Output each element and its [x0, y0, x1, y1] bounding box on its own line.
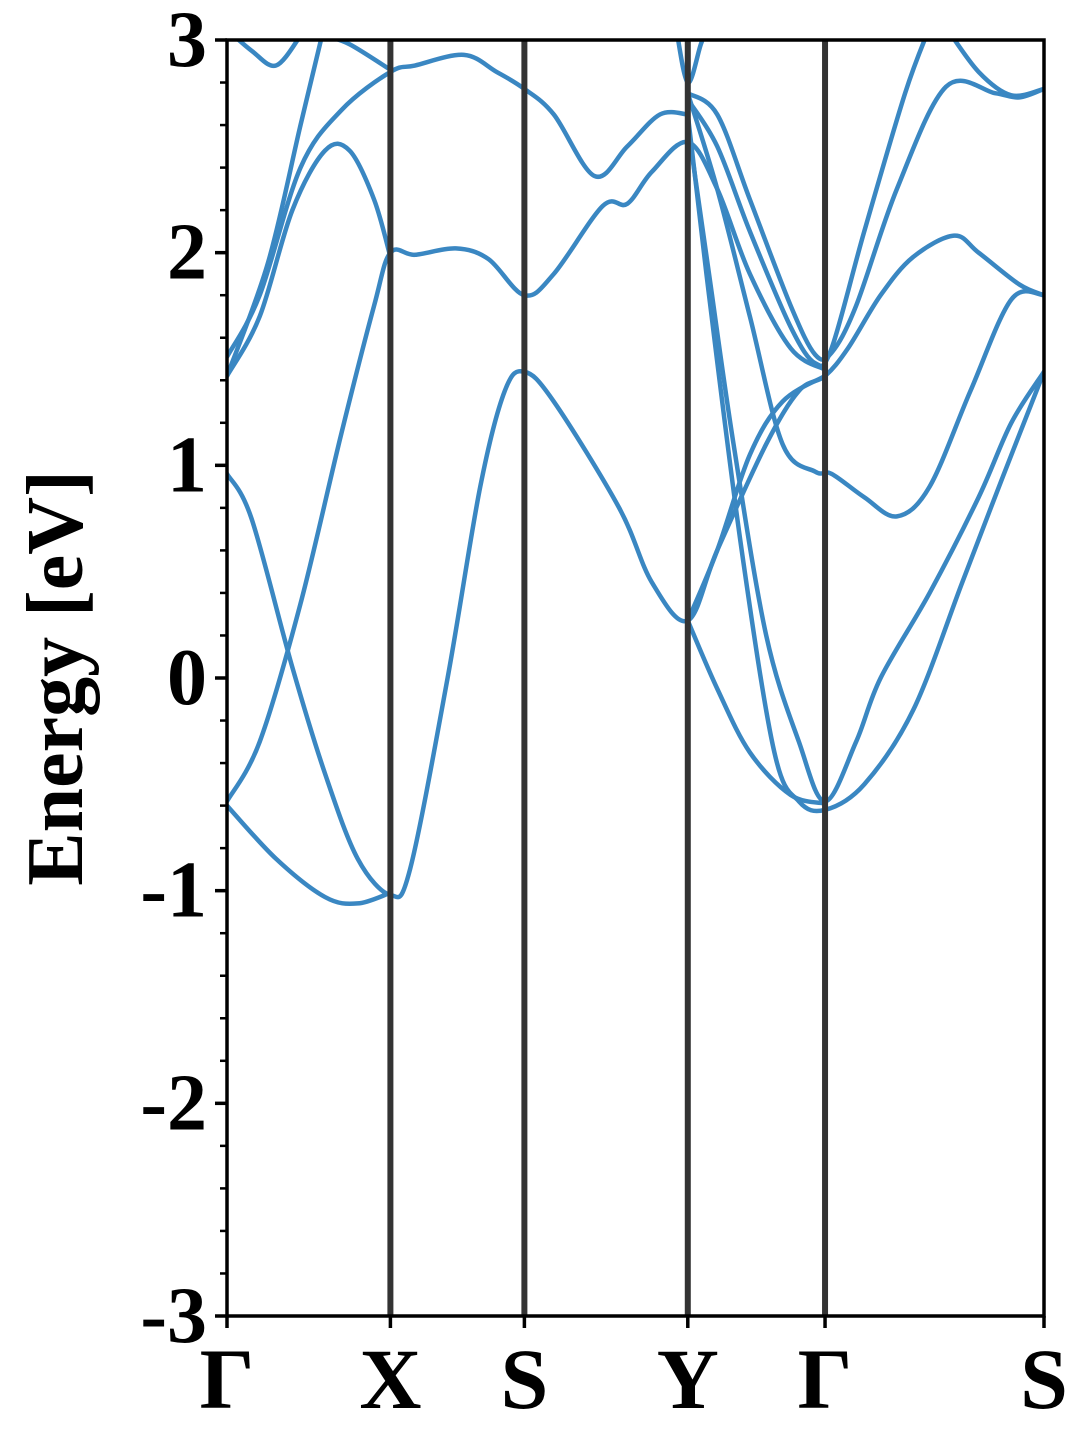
- y-tick-label: 0: [167, 634, 207, 722]
- band-line-6: [235, 40, 301, 69]
- band-line-15: [685, 618, 828, 806]
- band-line-16: [685, 90, 1044, 519]
- y-tick-label: 3: [167, 0, 207, 84]
- band-lines: [227, 40, 1044, 907]
- band-line-7: [227, 40, 324, 379]
- x-tick-label: Γ: [200, 1331, 255, 1427]
- high-symmetry-lines: [387, 40, 829, 1316]
- plot-frame: [225, 38, 1046, 1318]
- x-tick-label: S: [500, 1331, 548, 1427]
- band-line-12: [951, 40, 1044, 99]
- band-line-4: [227, 52, 691, 360]
- band-line-14: [685, 112, 1044, 814]
- y-tick-label: 2: [167, 209, 207, 297]
- band-line-2: [227, 233, 1044, 900]
- x-tick-label: Γ: [798, 1331, 853, 1427]
- y-axis-title: Energy [eV]: [12, 470, 100, 885]
- x-tick-label: X: [359, 1331, 421, 1427]
- band-line-3: [227, 803, 393, 907]
- x-tick-label: S: [1020, 1331, 1068, 1427]
- band-line-10: [685, 78, 1044, 362]
- band-line-17: [685, 373, 828, 623]
- y-tick-label: -3: [140, 1272, 207, 1360]
- y-tick-label: 1: [167, 421, 207, 509]
- band-line-8: [332, 40, 393, 73]
- y-axis-ticks: 3 2 1 0 -1 -2 -3: [140, 0, 227, 1360]
- band-line-5: [227, 141, 393, 379]
- axes-border: [225, 38, 1046, 1318]
- y-tick-label: -1: [140, 847, 207, 935]
- band-line-9: [675, 40, 705, 85]
- y-tick-label: -2: [140, 1059, 207, 1147]
- x-tick-label: Y: [657, 1331, 719, 1427]
- band-line-11: [685, 40, 927, 369]
